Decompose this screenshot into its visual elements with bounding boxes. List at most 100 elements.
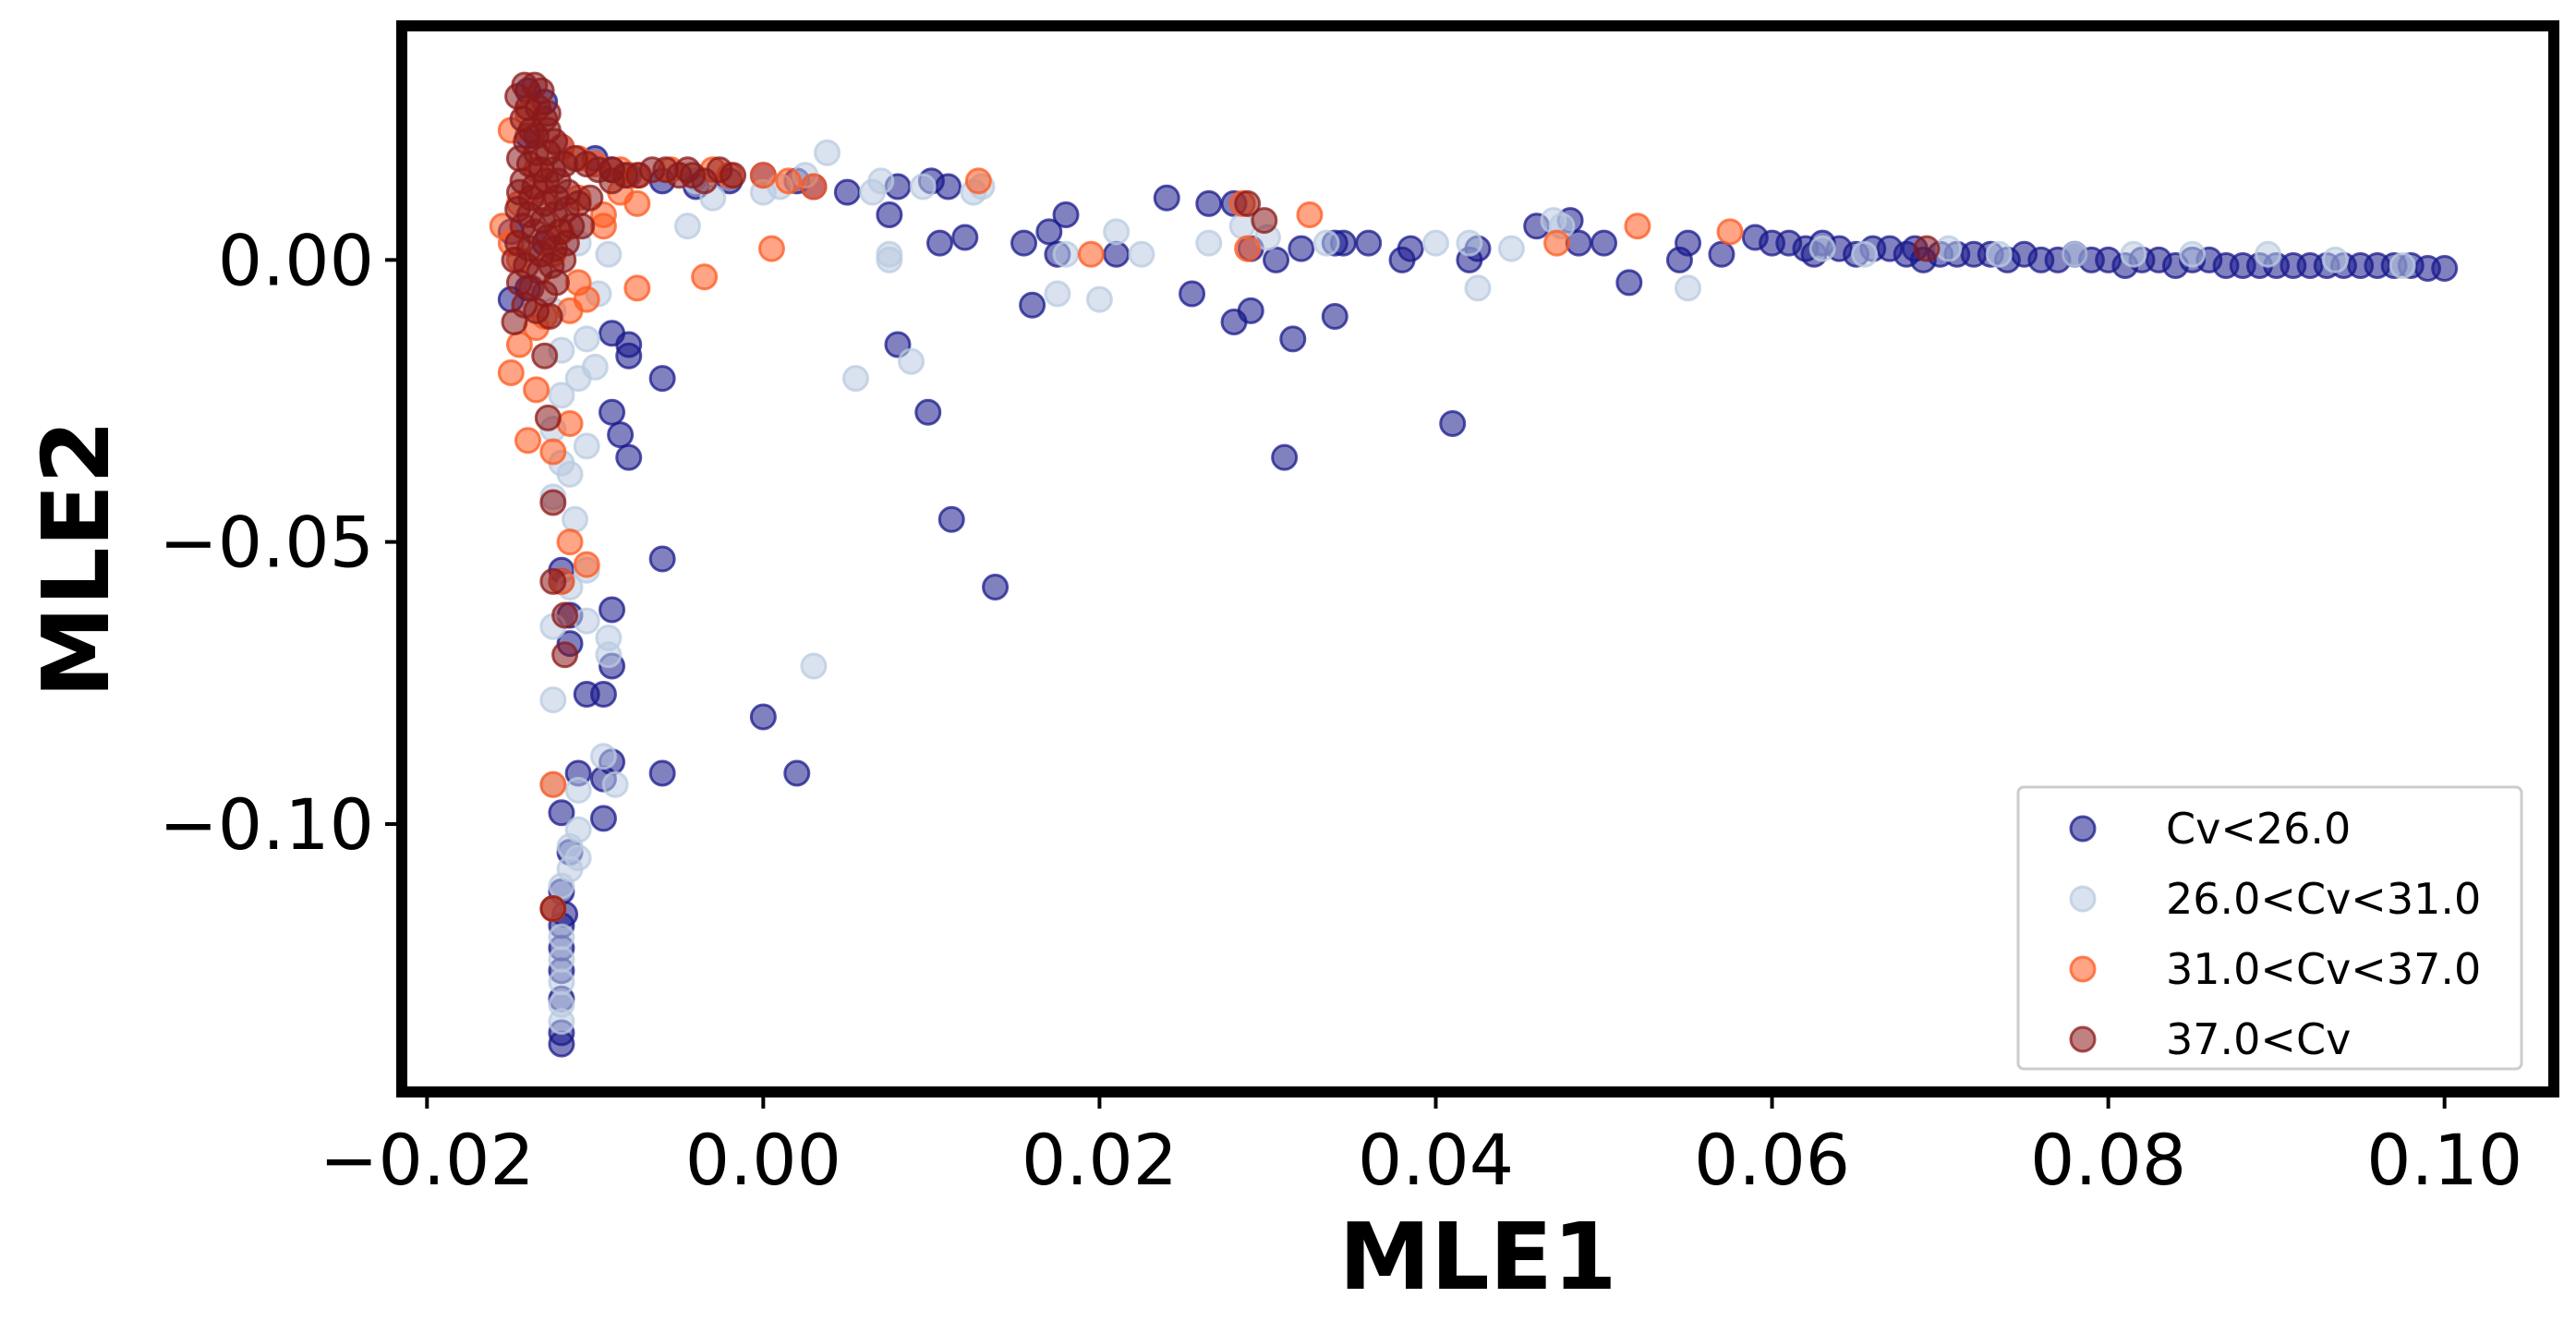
data-point <box>595 240 623 268</box>
data-point <box>1288 235 1315 262</box>
data-point <box>937 505 965 533</box>
data-point <box>607 421 635 449</box>
data-point <box>551 601 579 629</box>
data-point <box>548 1008 575 1036</box>
data-point <box>800 173 828 200</box>
data-point <box>1590 229 1618 257</box>
legend-marker <box>2069 815 2097 843</box>
data-point <box>926 229 953 257</box>
data-point <box>1355 229 1383 257</box>
data-point <box>505 331 533 358</box>
data-point <box>1019 291 1046 319</box>
data-point <box>548 799 575 827</box>
data-point <box>749 162 777 189</box>
data-point <box>601 770 629 798</box>
data-point <box>623 274 651 302</box>
data-point <box>749 703 777 731</box>
data-point <box>1128 240 1155 268</box>
data-point <box>648 759 676 787</box>
y-tick-label: 0.00 <box>218 219 374 301</box>
data-point <box>2179 240 2207 268</box>
data-point <box>1421 229 1449 257</box>
legend-marker <box>2069 955 2097 983</box>
data-point <box>1615 269 1643 297</box>
data-point <box>1234 235 1262 262</box>
data-point <box>539 895 567 923</box>
data-point <box>1497 235 1525 262</box>
data-point <box>1935 235 1963 262</box>
points-layer <box>489 71 2459 1058</box>
data-point <box>1010 229 1038 257</box>
data-point <box>2389 251 2416 279</box>
data-point <box>523 376 550 404</box>
data-point <box>573 681 600 709</box>
data-point <box>1397 235 1424 262</box>
x-tick-label: −0.02 <box>320 1119 535 1201</box>
data-point <box>1312 229 1340 257</box>
legend-marker <box>2069 885 2097 913</box>
data-point <box>2120 240 2147 268</box>
series-3 <box>501 71 1941 923</box>
data-point <box>568 212 596 240</box>
data-point <box>589 212 617 240</box>
data-point <box>544 167 572 195</box>
data-point <box>1624 212 1651 240</box>
data-point <box>1464 274 1492 302</box>
data-point <box>757 235 785 262</box>
data-point <box>1708 240 1735 268</box>
data-point <box>1044 280 1071 308</box>
x-tick-label: 0.10 <box>2366 1119 2522 1201</box>
data-point <box>648 545 676 573</box>
legend-label: 37.0<Cv <box>2166 1014 2351 1064</box>
data-point <box>514 427 542 455</box>
data-point <box>561 505 588 533</box>
data-point <box>595 641 623 669</box>
data-point <box>1103 218 1131 246</box>
legend-marker <box>2069 1025 2097 1053</box>
data-point <box>1263 246 1290 273</box>
legend-label: 31.0<Cv<37.0 <box>2166 944 2481 994</box>
data-point <box>599 167 626 195</box>
data-point <box>914 398 942 426</box>
data-point <box>573 551 600 578</box>
data-point <box>859 178 887 206</box>
data-point <box>1271 443 1299 471</box>
data-point <box>556 528 584 556</box>
data-point <box>539 686 567 714</box>
data-point <box>648 365 676 393</box>
data-point <box>2321 246 2349 273</box>
data-point <box>783 759 811 787</box>
data-point <box>833 178 861 206</box>
data-point <box>1665 246 1693 273</box>
data-point <box>1052 201 1080 229</box>
data-point <box>1195 189 1223 217</box>
data-point <box>841 365 869 393</box>
data-point <box>589 743 617 770</box>
data-point <box>550 246 577 273</box>
data-point <box>1985 240 2013 268</box>
data-point <box>1085 285 1113 313</box>
data-point <box>775 167 803 195</box>
data-point <box>615 443 643 471</box>
legend-label: 26.0<Cv<31.0 <box>2166 874 2481 924</box>
data-point <box>800 652 828 680</box>
data-point <box>1103 240 1131 268</box>
data-point <box>599 320 626 347</box>
data-point <box>1321 302 1348 330</box>
x-tick-label: 0.08 <box>2030 1119 2186 1201</box>
data-point <box>548 872 575 900</box>
data-point <box>691 263 719 291</box>
ticks-layer: −0.02 0.00 0.02 0.04 0.06 0.08 0.10 0.00 −0.05 −0… <box>159 219 2522 1201</box>
data-point <box>814 139 841 166</box>
data-point <box>556 409 584 437</box>
data-point <box>589 805 617 832</box>
data-point <box>1543 229 1571 257</box>
data-point <box>539 489 567 516</box>
data-point <box>1675 274 1702 302</box>
data-point <box>599 596 626 624</box>
x-axis-title: MLE1 <box>1338 1203 1616 1311</box>
legend-box <box>2016 785 2523 1071</box>
data-point <box>935 173 962 200</box>
data-point <box>497 359 525 387</box>
